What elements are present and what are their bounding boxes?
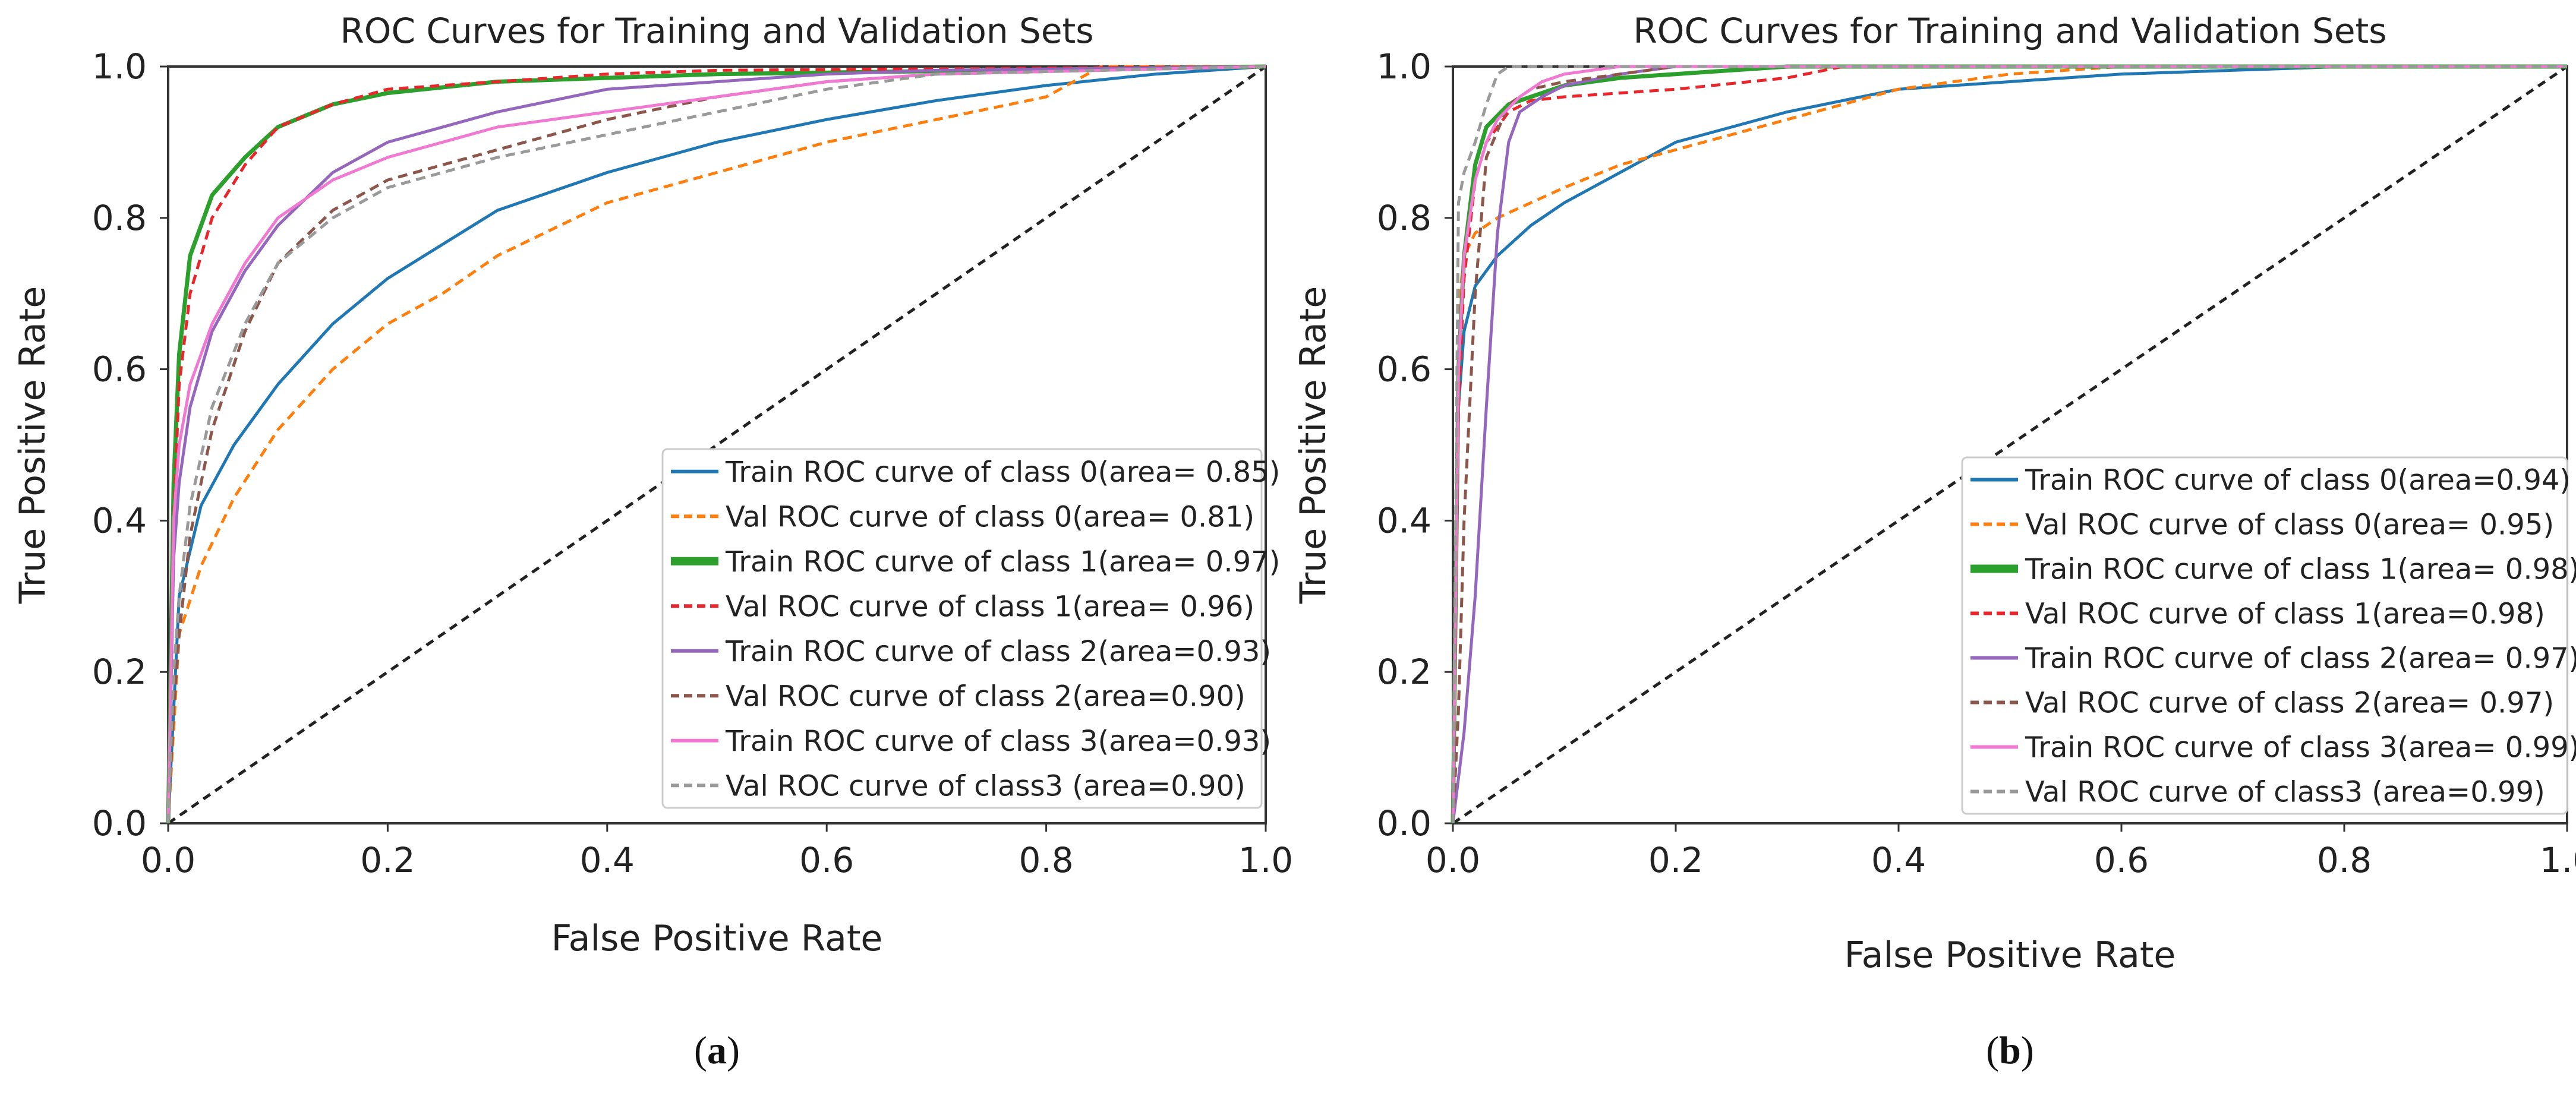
y-tick-label: 0.2: [92, 652, 147, 692]
y-tick-label: 0.8: [92, 198, 147, 238]
chart-title: ROC Curves for Training and Validation S…: [1634, 11, 2387, 51]
x-axis-label: False Positive Rate: [551, 918, 883, 959]
x-axis-label: False Positive Rate: [1844, 934, 2176, 976]
x-tick-label: 0.2: [360, 840, 415, 880]
legend-label: Val ROC curve of class3 (area=0.99): [2025, 776, 2545, 809]
roc-curve-train-0: [166, 65, 1266, 824]
legend-label: Train ROC curve of class 1(area= 0.98): [2025, 553, 2576, 586]
y-tick-label: 0.4: [92, 500, 147, 541]
legend-label: Train ROC curve of class 3(area= 0.99): [2025, 731, 2576, 765]
y-tick-label: 0.2: [1377, 652, 1432, 692]
x-tick-label: 0.4: [580, 840, 635, 880]
legend: Train ROC curve of class 0(area= 0.85) Va…: [661, 448, 1280, 809]
x-tick-label: 1.0: [1238, 840, 1293, 880]
y-tick-label: 1.0: [1377, 46, 1432, 87]
x-tick-label: 0.0: [141, 840, 196, 880]
legend-label: Train ROC curve of class 0(area= 0.85): [725, 456, 1280, 489]
roc-curve-val-2: [1451, 65, 2567, 824]
legend-label: Train ROC curve of class 0(area=0.94): [2025, 464, 2571, 497]
roc-curve-val-3: [166, 65, 1266, 824]
x-tick-label: 0.2: [1648, 840, 1703, 880]
chance-line: [1452, 65, 2568, 825]
chart-title: ROC Curves for Training and Validation S…: [340, 11, 1094, 51]
y-tick-label: 0.0: [1377, 803, 1432, 844]
y-tick-label: 0.6: [1377, 349, 1432, 390]
x-tick-label: 0.8: [2317, 840, 2372, 880]
roc-curve-train-1: [166, 64, 1266, 824]
panel-label: (b): [1986, 1029, 2034, 1072]
legend: Train ROC curve of class 0(area=0.94) Val…: [1961, 456, 2576, 815]
legend-box: [661, 448, 1263, 809]
legend-label: Train ROC curve of class 2(area= 0.97): [2025, 642, 2576, 675]
panel-label: (a): [694, 1029, 740, 1072]
y-tick-label: 0.6: [92, 349, 147, 390]
legend-label: Train ROC curve of class 3(area=0.93): [725, 725, 1271, 758]
legend-label: Val ROC curve of class 0(area= 0.95): [2025, 508, 2554, 542]
legend-label: Val ROC curve of class 0(area= 0.81): [726, 500, 1254, 533]
roc-curve-val-1: [166, 65, 1266, 824]
legend-label: Train ROC curve of class 1(area= 0.97): [725, 545, 1280, 579]
x-tick-label: 0.0: [1426, 840, 1480, 880]
legend-label: Val ROC curve of class 2(area=0.90): [726, 680, 1246, 713]
legend-label: Val ROC curve of class 1(area= 0.96): [726, 590, 1254, 623]
roc-curve-train-0: [1451, 65, 2567, 824]
x-tick-label: 0.4: [1871, 840, 1926, 880]
legend-label: Val ROC curve of class3 (area=0.90): [726, 769, 1246, 803]
roc-curve-train-3: [166, 65, 1266, 824]
roc-curve-val-3: [1451, 65, 2567, 824]
x-tick-label: 0.8: [1019, 840, 1073, 880]
legend-label: Val ROC curve of class 2(area= 0.97): [2025, 687, 2554, 720]
roc-curve-val-0: [166, 65, 1266, 824]
y-tick-label: 0.0: [92, 803, 147, 844]
y-tick-label: 0.4: [1377, 500, 1432, 541]
y-axis-label: True Positive Rate: [1292, 286, 1334, 604]
chance-line: [167, 65, 1267, 825]
x-tick-label: 0.6: [799, 840, 854, 880]
roc-curve-val-1: [1451, 65, 2567, 824]
legend-label: Val ROC curve of class 1(area=0.98): [2025, 598, 2545, 631]
y-axis-label: True Positive Rate: [12, 286, 53, 604]
y-tick-label: 1.0: [92, 46, 147, 87]
legend-label: Train ROC curve of class 2(area=0.93): [725, 635, 1271, 668]
y-tick-label: 0.8: [1377, 198, 1432, 238]
legend-box: [1961, 456, 2568, 815]
roc-panel-b: ROC Curves for Training and Validation S…: [1292, 11, 2576, 1072]
roc-panel-a: ROC Curves for Training and Validation S…: [12, 11, 1293, 1072]
x-tick-label: 1.0: [2540, 840, 2576, 880]
roc-curve-train-3: [1451, 65, 2567, 824]
roc-curve-train-2: [166, 65, 1266, 824]
x-tick-label: 0.6: [2094, 840, 2149, 880]
